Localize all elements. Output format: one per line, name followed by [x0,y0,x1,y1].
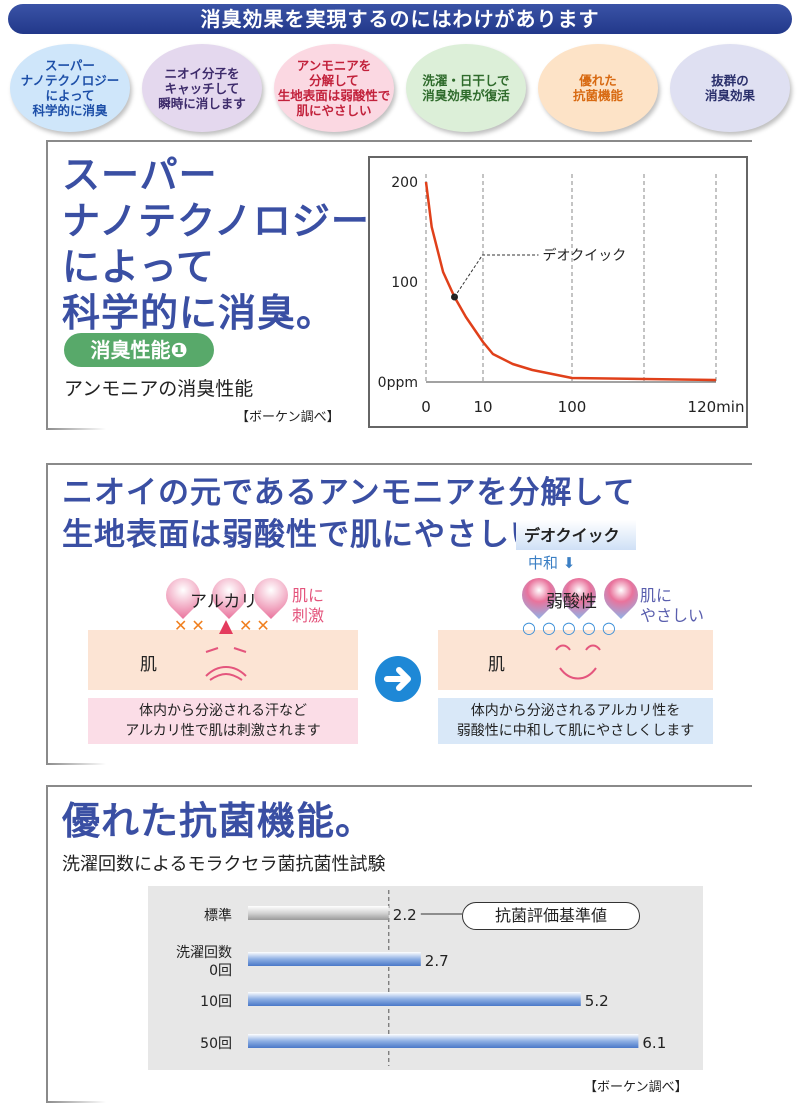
skin-label: 肌 [488,655,505,675]
bar-chart-svg: 2.2 標準 2.7 洗濯回数 0回 5.2 10回 6.1 50回 [176,890,666,1066]
section3-source: 【ボーケン調べ】 [584,1080,688,1095]
ammonia-line-chart: 200 100 0ppm 0 10 100 120min デオクイック [368,156,748,428]
section-antibacterial-panel [46,785,752,1103]
bar-value-label: 5.2 [585,992,609,1010]
annotation-label: デオクイック [543,247,627,264]
feature-bubble: 抜群の 消臭効果 [670,44,790,132]
feature-bubble: スーパー ナノテクノロジー によって 科学的に消臭 [10,44,130,132]
brand-label: デオクイック [524,526,620,545]
reference-label: 抗菌評価基準値 [462,902,640,930]
smile-face-icon [555,644,601,680]
left-note: 体内から分泌される汗など アルカリ性で肌は刺激されます [88,698,358,744]
title-line: ニオイの元であるアンモニアを分解して [62,475,636,511]
feature-bubbles: スーパー ナノテクノロジー によって 科学的に消臭 ニオイ分子を キャッチして 瞬… [0,44,800,134]
bar [248,906,389,920]
y-tick-label: 0ppm [378,375,418,391]
title-line: スーパー [62,153,218,197]
bar [248,952,421,966]
section-acid-panel [46,463,752,765]
x-tick-label: 100 [558,398,587,416]
performance-badge: 消臭性能❶ [64,333,214,367]
feature-bubble: アンモニアを 分解して 生地表面は弱酸性で 肌にやさしい [274,44,394,132]
x-tick-label: 0 [421,398,431,416]
neutral-circles: ○○○○○ [522,618,622,637]
category-label: 50回 [200,1036,232,1052]
x-tick-label: 10 [473,398,492,416]
y-tick-label: 200 [391,175,418,191]
section-deodorize-panel [46,140,752,430]
feature-bubble: ニオイ分子を キャッチして 瞬時に消します [142,44,262,132]
x-tick-label: 120min [688,398,745,416]
irritation-marks: ✕✕ [174,616,209,635]
bar [248,992,581,1006]
title-line: 科学的に消臭。 [62,291,336,335]
category-label: 標準 [204,908,232,924]
title-line: ナノテクノロジー [62,199,370,243]
feature-bubble: 優れた 抗菌機能 [538,44,658,132]
category-label: 10回 [200,994,232,1010]
section2-title: ニオイの元であるアンモニアを分解して 生地表面は弱酸性で肌にやさしい。 [62,472,636,556]
weak-acid-label: 弱酸性 [546,592,597,612]
neutralize-label: 中和 ⬇ [528,554,576,572]
section3-title: 優れた抗菌機能。 [62,799,375,843]
section1-subtitle: アンモニアの消臭性能 [64,378,254,400]
section3-subtitle: 洗濯回数によるモラクセラ菌抗菌性試験 [62,854,386,875]
bar-value-label: 2.7 [425,952,449,970]
header-banner: 消臭効果を実現するのにはわけがあります [8,4,792,34]
y-tick-label: 100 [391,275,418,291]
category-label: 洗濯回数 [176,945,232,961]
title-line: によって [62,245,215,289]
skin-band-right [438,630,713,690]
skin-band-left [88,630,358,690]
bar-value-label: 2.2 [393,906,417,924]
alkali-label: アルカリ [190,592,258,612]
section1-source: 【ボーケン調べ】 [236,410,340,425]
feature-bubble: 洗濯・日干しで 消臭効果が復活 [406,44,526,132]
category-label: 0回 [209,963,232,979]
bar [248,1034,639,1048]
skin-label: 肌 [140,655,157,675]
right-note: 体内から分泌されるアルカリ性を 弱酸性に中和して肌にやさしくします [438,698,713,744]
irritation-marks: ✕✕ [239,616,274,635]
sad-face-icon [205,647,247,681]
bar-value-label: 6.1 [642,1034,666,1052]
arrow-right-icon [375,656,421,702]
section1-title: スーパー ナノテクノロジー によって 科学的に消臭。 [62,152,370,336]
gentle-label: 肌に やさしい [640,586,705,625]
title-line: 生地表面は弱酸性で肌にやさしい。 [62,517,574,553]
irritation-label: 肌に 刺激 [292,586,325,625]
up-arrow-icon [219,620,233,634]
brand-strip: デオクイック [516,520,636,550]
series-line [424,181,717,382]
annotation-leader [454,254,539,298]
